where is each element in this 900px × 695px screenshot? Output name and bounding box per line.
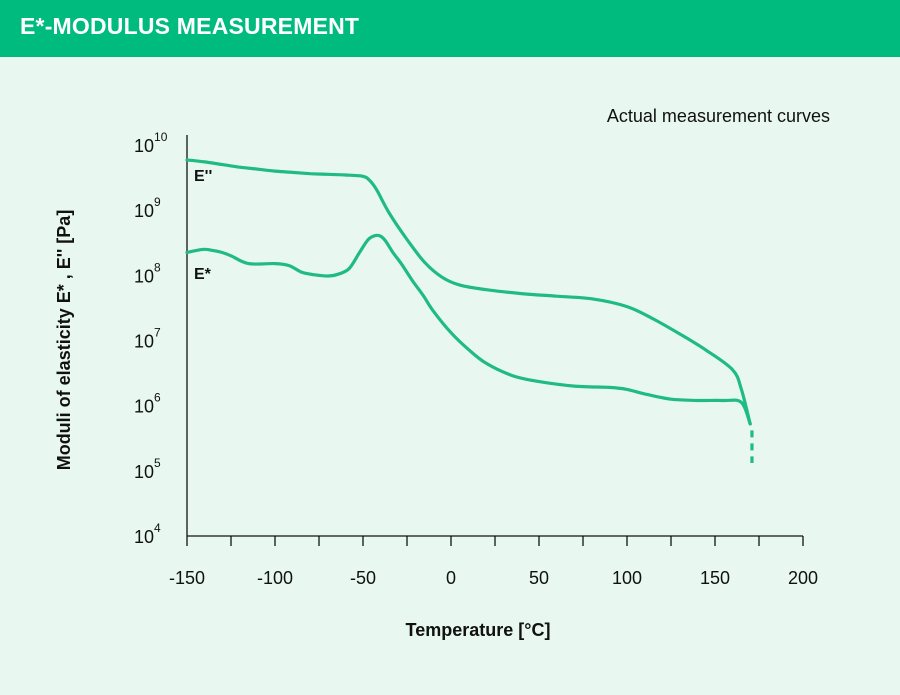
page-title: E*-MODULUS MEASUREMENT [20, 13, 360, 39]
y-tick-label: 109 [134, 195, 161, 221]
axes [186, 135, 803, 537]
x-tick-label: -50 [350, 568, 376, 588]
curves [185, 158, 754, 464]
x-tick-label: -150 [169, 568, 205, 588]
y-tick-label: 1010 [134, 130, 168, 156]
x-tick-label: 200 [788, 568, 818, 588]
x-tick-label: 100 [612, 568, 642, 588]
x-tick-label: 0 [446, 568, 456, 588]
x-tick-label: 150 [700, 568, 730, 588]
x-axis-title: Temperature [°C] [406, 620, 551, 640]
series-label-e-double-prime: E'' [194, 168, 212, 185]
y-axis-title: Moduli of elasticity E* , E'' [Pa] [54, 210, 74, 471]
y-tick-label: 104 [134, 521, 161, 547]
y-tick-label: 106 [134, 391, 161, 417]
y-tick-label: 108 [134, 260, 161, 286]
x-tick-label: -100 [257, 568, 293, 588]
y-ticks: 1010 109 108 107 106 105 104 [134, 130, 168, 547]
x-ticks: -150 -100 -50 0 50 100 150 200 [169, 536, 818, 588]
series-line-e-star [185, 233, 752, 426]
header-bar: E*-MODULUS MEASUREMENT [0, 0, 900, 57]
y-tick-label: 105 [134, 456, 161, 482]
series-label-e-star: E* [194, 266, 212, 283]
y-tick-label: 107 [134, 326, 161, 352]
series-line-e-double-prime [185, 158, 752, 426]
annotation-text: Actual measurement curves [607, 106, 830, 126]
x-tick-label: 50 [529, 568, 549, 588]
